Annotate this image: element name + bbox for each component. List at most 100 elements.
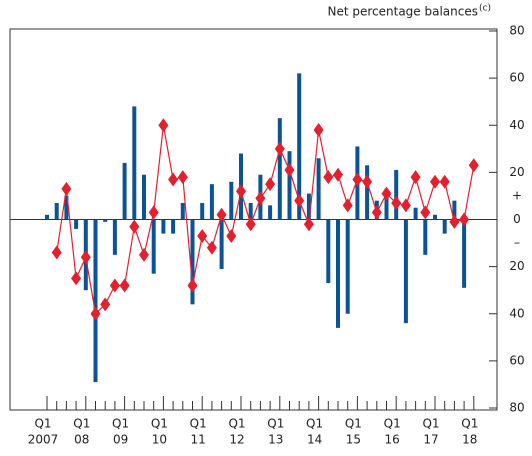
year-label: 14 [307, 433, 322, 447]
marker [323, 170, 334, 185]
bar [345, 219, 350, 314]
marker [459, 212, 470, 227]
bar [171, 219, 176, 234]
marker [100, 297, 111, 312]
y-tick-label: 80 [509, 401, 524, 415]
marker [197, 228, 208, 243]
bar [229, 181, 234, 220]
bar [103, 219, 108, 222]
bar [54, 203, 59, 220]
bar [45, 214, 49, 220]
bar [433, 214, 437, 220]
marker [109, 278, 120, 293]
marker [119, 278, 130, 293]
year-label: 09 [113, 433, 128, 447]
x-tick-label: Q1 [345, 417, 362, 431]
y-tick-label: 20 [509, 259, 524, 273]
bar [112, 219, 117, 255]
x-tick-label: Q1 [34, 417, 51, 431]
marker [303, 217, 314, 232]
y-tick-label: 60 [509, 71, 524, 85]
bar [209, 184, 214, 220]
marker [449, 214, 460, 229]
year-label: 2007 [28, 433, 59, 447]
bar [394, 170, 399, 220]
bar [200, 203, 205, 220]
x-tick-label: Q1 [267, 417, 284, 431]
year-label: 10 [152, 433, 167, 447]
year-label: 12 [229, 433, 244, 447]
y-tick-label: 60 [509, 353, 524, 367]
marker [80, 250, 91, 265]
bar [161, 219, 166, 234]
bar [74, 219, 79, 229]
bar [268, 205, 273, 220]
sign-annotation: + [512, 188, 522, 202]
marker [206, 240, 217, 255]
marker [362, 174, 373, 189]
bar [403, 219, 408, 324]
marker [294, 193, 305, 208]
year-label: 15 [346, 433, 361, 447]
y-tick-label: 20 [509, 165, 524, 179]
bar [442, 219, 447, 234]
marker [245, 217, 256, 232]
bar [316, 158, 321, 220]
marker [90, 306, 101, 321]
marker [216, 207, 227, 222]
x-tick-label: Q1 [73, 417, 90, 431]
bar [132, 106, 137, 220]
year-label: 13 [268, 433, 283, 447]
marker [352, 172, 363, 187]
year-label: 18 [462, 433, 477, 447]
year-label: 16 [385, 433, 400, 447]
marker [391, 196, 402, 211]
bar [297, 73, 302, 220]
bar [219, 219, 224, 269]
marker [265, 177, 276, 192]
bar [384, 188, 389, 220]
marker [158, 118, 169, 133]
marker [255, 191, 266, 206]
bar [248, 203, 253, 220]
x-tick-label: Q1 [190, 417, 207, 431]
marker [236, 184, 246, 199]
bar [93, 219, 98, 383]
marker [400, 198, 411, 213]
year-label: 17 [423, 433, 438, 447]
x-tick-label: Q1 [306, 417, 323, 431]
bar [413, 207, 418, 220]
bar [287, 151, 292, 220]
y-tick-label: 40 [509, 306, 524, 320]
marker [342, 198, 353, 213]
marker [420, 205, 431, 220]
marker [187, 278, 198, 293]
marker [129, 219, 140, 234]
bar [423, 219, 428, 255]
marker [313, 122, 324, 137]
bar [142, 174, 146, 220]
bar [64, 195, 69, 220]
axis-label-superscript: (c) [479, 4, 491, 14]
x-tick-label: Q1 [422, 417, 439, 431]
x-tick-label: Q1 [461, 417, 478, 431]
bar [306, 193, 311, 220]
marker [148, 205, 159, 220]
bar [190, 219, 195, 305]
axis-label: Net percentage balances [327, 5, 478, 19]
bar [462, 219, 467, 288]
bar [365, 165, 370, 220]
marker [468, 158, 479, 173]
marker [333, 167, 343, 182]
marker [51, 245, 62, 260]
marker [284, 163, 295, 178]
marker [410, 170, 421, 185]
bar [326, 219, 331, 284]
bar [452, 200, 457, 220]
marker [439, 174, 450, 189]
bar [151, 219, 156, 274]
marker [177, 170, 188, 185]
marker [168, 172, 179, 187]
x-tick-label: Q1 [384, 417, 401, 431]
